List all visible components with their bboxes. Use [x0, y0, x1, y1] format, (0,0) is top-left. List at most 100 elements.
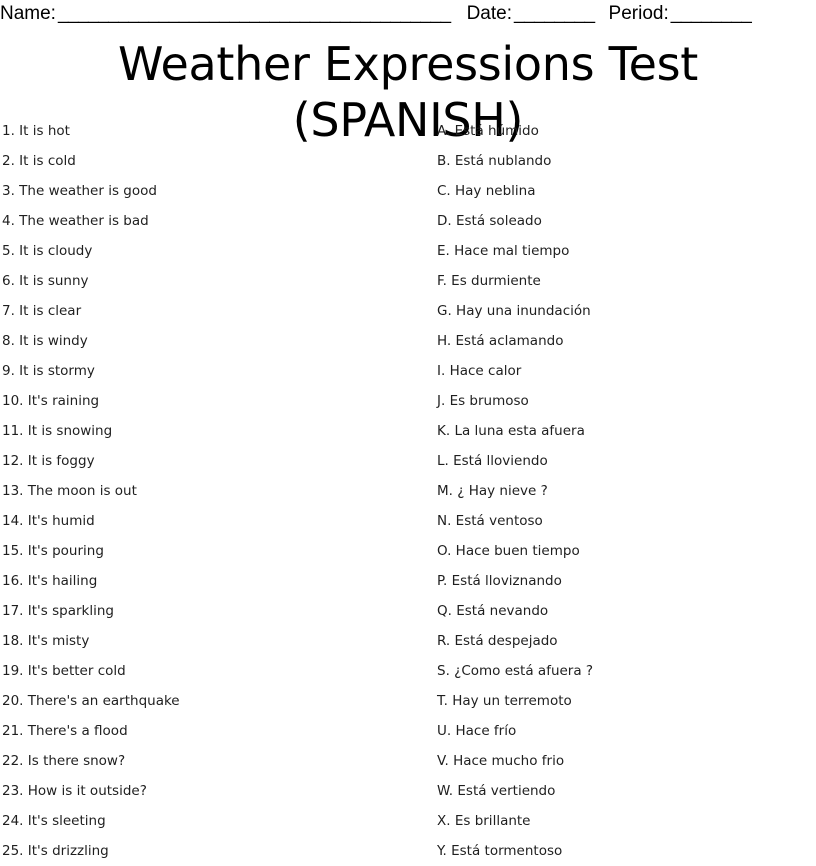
answer-item-text: Está lloviendo	[448, 453, 548, 469]
answer-item[interactable]: F. Es durmiente	[437, 266, 816, 296]
question-item[interactable]: 8. It is windy	[2, 326, 422, 356]
name-field: Name: __________________________________…	[0, 3, 451, 25]
question-item-marker: 23.	[2, 783, 24, 799]
date-label: Date:	[466, 3, 512, 24]
answer-item[interactable]: X. Es brillante	[437, 806, 816, 836]
question-item[interactable]: 5. It is cloudy	[2, 236, 422, 266]
answer-item-marker: E.	[437, 243, 450, 259]
answer-item[interactable]: K. La luna esta afuera	[437, 416, 816, 446]
question-item[interactable]: 21. There's a flood	[2, 716, 422, 746]
question-item-text: The moon is out	[23, 483, 137, 499]
question-item[interactable]: 24. It's sleeting	[2, 806, 422, 836]
answer-item[interactable]: D. Está soleado	[437, 206, 816, 236]
question-item-text: There's a flood	[23, 723, 128, 739]
question-item-text: It is stormy	[14, 363, 95, 379]
answer-item-text: Es brillante	[450, 813, 531, 829]
question-item[interactable]: 3. The weather is good	[2, 176, 422, 206]
question-item[interactable]: 11. It is snowing	[2, 416, 422, 446]
period-field: Period: ________	[609, 3, 752, 25]
answer-item[interactable]: J. Es brumoso	[437, 386, 816, 416]
question-item[interactable]: 25. It's drizzling	[2, 836, 422, 866]
answer-item[interactable]: O. Hace buen tiempo	[437, 536, 816, 566]
question-item[interactable]: 1. It is hot	[2, 116, 422, 146]
answer-item[interactable]: H. Está aclamando	[437, 326, 816, 356]
question-item[interactable]: 18. It's misty	[2, 626, 422, 656]
question-item[interactable]: 9. It is stormy	[2, 356, 422, 386]
answer-item[interactable]: U. Hace frío	[437, 716, 816, 746]
answer-item[interactable]: B. Está nublando	[437, 146, 816, 176]
question-item-marker: 13.	[2, 483, 24, 499]
question-item[interactable]: 12. It is foggy	[2, 446, 422, 476]
question-item[interactable]: 4. The weather is bad	[2, 206, 422, 236]
question-item[interactable]: 2. It is cold	[2, 146, 422, 176]
answer-item[interactable]: C. Hay neblina	[437, 176, 816, 206]
question-item-text: It is hot	[14, 123, 70, 139]
question-item[interactable]: 22. Is there snow?	[2, 746, 422, 776]
answer-item-marker: W.	[437, 783, 454, 799]
answer-item[interactable]: T. Hay un terremoto	[437, 686, 816, 716]
question-item[interactable]: 10. It's raining	[2, 386, 422, 416]
question-item[interactable]: 15. It's pouring	[2, 536, 422, 566]
question-item-marker: 2.	[2, 153, 15, 169]
answer-item-text: Es durmiente	[446, 273, 541, 289]
answer-item[interactable]: M. ¿ Hay nieve ?	[437, 476, 816, 506]
answer-item[interactable]: I. Hace calor	[437, 356, 816, 386]
period-blank-line[interactable]: ________	[670, 3, 752, 24]
question-item-text: It is clear	[14, 303, 82, 319]
question-item[interactable]: 7. It is clear	[2, 296, 422, 326]
question-item[interactable]: 20. There's an earthquake	[2, 686, 422, 716]
answer-item[interactable]: G. Hay una inundación	[437, 296, 816, 326]
answer-item-marker: A.	[437, 123, 451, 139]
answer-item-marker: X.	[437, 813, 451, 829]
question-item-text: Is there snow?	[23, 753, 126, 769]
date-blank-line[interactable]: ________	[514, 3, 595, 24]
question-item[interactable]: 19. It's better cold	[2, 656, 422, 686]
answer-item-marker: Y.	[437, 843, 447, 859]
answer-item[interactable]: E. Hace mal tiempo	[437, 236, 816, 266]
answers-column: A. Está húmido B. Está nublando C. Hay neb…	[437, 116, 816, 866]
question-item-text: It's misty	[23, 633, 90, 649]
question-item-marker: 5.	[2, 243, 15, 259]
student-info-header: Name: __________________________________…	[0, 0, 816, 28]
answer-item-text: Hay una inundación	[451, 303, 591, 319]
question-item[interactable]: 6. It is sunny	[2, 266, 422, 296]
answer-item[interactable]: N. Está ventoso	[437, 506, 816, 536]
period-label: Period:	[608, 3, 669, 24]
question-item-marker: 6.	[2, 273, 15, 289]
answer-item-marker: D.	[437, 213, 452, 229]
answer-item-text: Está ventoso	[451, 513, 543, 529]
answer-item-marker: M.	[437, 483, 453, 499]
question-item[interactable]: 13. The moon is out	[2, 476, 422, 506]
question-item-text: There's an earthquake	[23, 693, 180, 709]
answer-item-text: Está nevando	[451, 603, 549, 619]
answer-item-text: Hay neblina	[450, 183, 536, 199]
name-blank-line[interactable]: _______________________________________	[57, 3, 451, 24]
answer-item-text: Hace buen tiempo	[451, 543, 580, 559]
answer-item[interactable]: R. Está despejado	[437, 626, 816, 656]
question-item-text: It's hailing	[23, 573, 98, 589]
question-item-text: It is sunny	[14, 273, 89, 289]
question-item-marker: 14.	[2, 513, 24, 529]
question-item-text: It is cloudy	[14, 243, 93, 259]
answer-item[interactable]: Q. Está nevando	[437, 596, 816, 626]
question-item[interactable]: 23. How is it outside?	[2, 776, 422, 806]
question-item-text: It's raining	[23, 393, 100, 409]
answer-item-text: Está aclamando	[451, 333, 564, 349]
answer-item[interactable]: A. Está húmido	[437, 116, 816, 146]
answer-item[interactable]: W. Está vertiendo	[437, 776, 816, 806]
question-item-text: It's sparkling	[23, 603, 114, 619]
question-item-marker: 9.	[2, 363, 15, 379]
question-item[interactable]: 14. It's humid	[2, 506, 422, 536]
question-item-marker: 15.	[2, 543, 24, 559]
answer-item-text: ¿ Hay nieve ?	[452, 483, 548, 499]
question-item[interactable]: 16. It's hailing	[2, 566, 422, 596]
answer-item[interactable]: Y. Está tormentoso	[437, 836, 816, 866]
answer-item[interactable]: S. ¿Como está afuera ?	[437, 656, 816, 686]
question-item-text: It's humid	[23, 513, 95, 529]
answer-item[interactable]: L. Está lloviendo	[437, 446, 816, 476]
answer-item-text: Está nublando	[450, 153, 552, 169]
answer-item-marker: L.	[437, 453, 449, 469]
answer-item[interactable]: V. Hace mucho frio	[437, 746, 816, 776]
answer-item[interactable]: P. Está lloviznando	[437, 566, 816, 596]
question-item[interactable]: 17. It's sparkling	[2, 596, 422, 626]
